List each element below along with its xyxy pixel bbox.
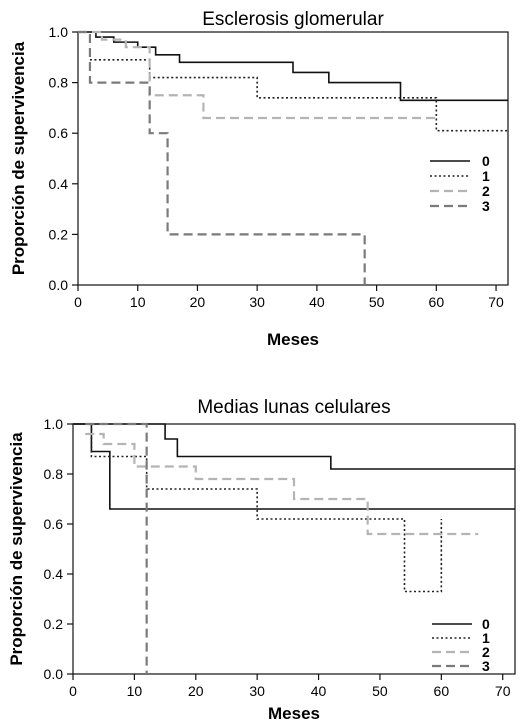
x-tick-label: 20 xyxy=(190,294,206,310)
y-tick-label: 0.6 xyxy=(49,125,69,141)
y-tick-label: 1.0 xyxy=(44,416,64,432)
legend-label-2: 2 xyxy=(482,183,490,199)
x-tick-label: 40 xyxy=(309,294,325,310)
legend-label-2: 2 xyxy=(482,644,490,660)
y-tick-label: 0.0 xyxy=(44,666,64,682)
series-0-line xyxy=(78,31,508,102)
legend-label-3: 3 xyxy=(482,198,490,214)
x-axis-label: Meses xyxy=(268,704,320,723)
x-tick-label: 70 xyxy=(495,683,511,699)
legend-label-0: 0 xyxy=(482,616,490,632)
series-1-line xyxy=(89,59,508,132)
y-tick-label: 0.2 xyxy=(44,616,64,632)
x-tick-label: 50 xyxy=(372,683,388,699)
legend-label-3: 3 xyxy=(482,658,490,674)
x-tick-label: 10 xyxy=(127,683,143,699)
chart-panel-2: Medias lunas celulares 0.0 0.2 0.4 0.6 0.8 1.0… xyxy=(7,397,516,723)
x-tick-label: 70 xyxy=(488,294,504,310)
y-axis-label: Proporción de supervivencia xyxy=(7,432,26,666)
y-tick-label: 1.0 xyxy=(49,24,69,40)
x-tick-label: 0 xyxy=(74,294,82,310)
y-tick-label: 0.4 xyxy=(49,176,69,192)
x-tick-label: 10 xyxy=(130,294,146,310)
plot-frame xyxy=(77,31,509,286)
x-tick-label: 0 xyxy=(69,683,77,699)
legend-label-0: 0 xyxy=(482,153,490,169)
chart-title: Medias lunas celulares xyxy=(197,397,390,418)
legend-label-1: 1 xyxy=(482,168,490,184)
series-1-line xyxy=(73,423,443,593)
x-tick-label: 60 xyxy=(434,683,450,699)
y-tick-label: 0.0 xyxy=(49,277,69,293)
y-tick-label: 0.2 xyxy=(49,226,69,242)
x-tick-label: 30 xyxy=(249,683,265,699)
x-tick-label: 60 xyxy=(429,294,445,310)
y-tick-label: 0.8 xyxy=(44,466,64,482)
chart-title: Esclerosis glomerular xyxy=(202,9,384,30)
x-tick-label: 40 xyxy=(311,683,327,699)
y-tick-label: 0.6 xyxy=(44,516,64,532)
y-axis-label: Proporción de supervivencia xyxy=(9,41,28,275)
series-2-line xyxy=(85,432,479,536)
legend-label-1: 1 xyxy=(482,630,490,646)
chart-panel-1: Esclerosis glomerular 0.0 0.2 0.4 0.6 0.8 1.0 0… xyxy=(9,9,509,349)
x-axis-label: Meses xyxy=(267,330,319,349)
x-tick-label: 50 xyxy=(369,294,385,310)
y-tick-label: 0.4 xyxy=(44,566,64,582)
x-tick-label: 20 xyxy=(188,683,204,699)
series-0-line xyxy=(73,423,515,470)
plot-frame xyxy=(72,423,516,675)
x-tick-label: 30 xyxy=(249,294,265,310)
series-3-line xyxy=(85,422,148,674)
series-3-line xyxy=(78,30,366,285)
series-2-line xyxy=(78,30,437,120)
y-tick-label: 0.8 xyxy=(49,75,69,91)
